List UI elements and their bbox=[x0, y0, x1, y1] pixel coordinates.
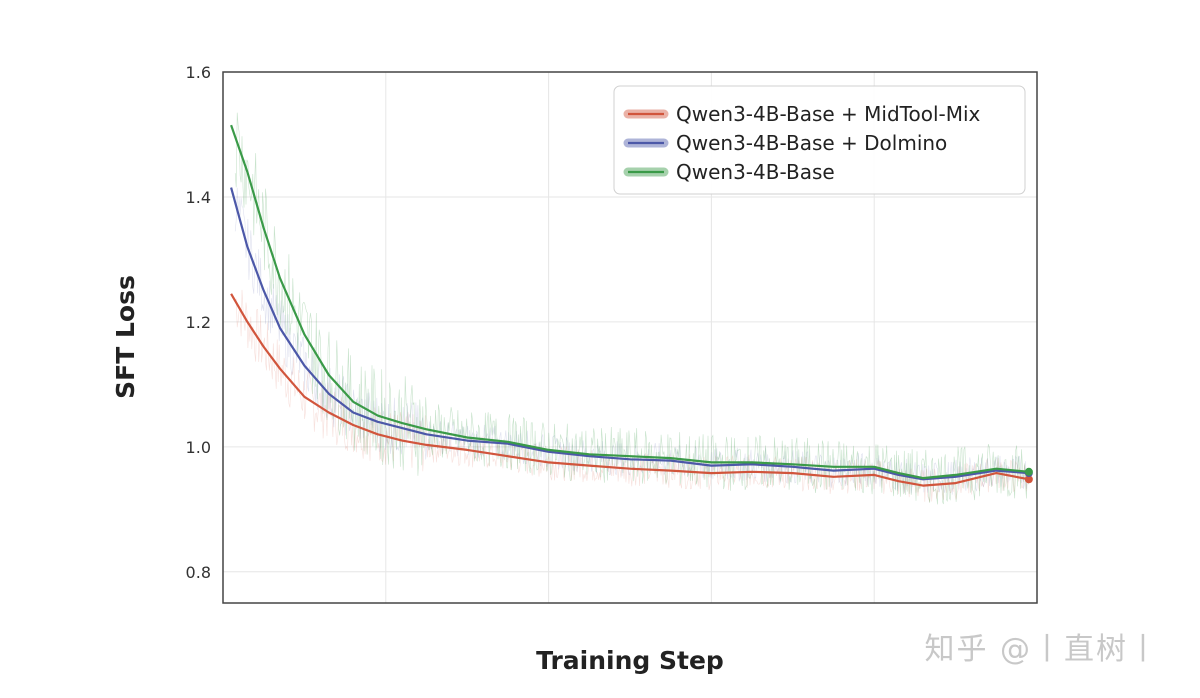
legend: Qwen3-4B-Base + MidTool-Mix Qwen3-4B-Base… bbox=[613, 85, 1026, 195]
legend-label: Qwen3-4B-Base + Dolmino bbox=[676, 131, 947, 155]
series-line bbox=[230, 293, 1030, 487]
y-tick-label: 1.6 bbox=[186, 63, 211, 82]
series-end-point bbox=[1024, 475, 1033, 484]
series-line bbox=[230, 187, 1029, 481]
y-axis-label: SFT Loss bbox=[111, 275, 140, 399]
legend-label: Qwen3-4B-Base + MidTool-Mix bbox=[676, 102, 981, 126]
x-axis-label: Training Step bbox=[536, 646, 724, 675]
series-end-point bbox=[1024, 467, 1033, 476]
y-tick-label: 0.8 bbox=[186, 563, 211, 582]
legend-box bbox=[613, 85, 1026, 195]
raw-trace bbox=[234, 112, 1029, 505]
y-tick-label: 1.0 bbox=[186, 438, 211, 457]
series-lines bbox=[230, 124, 1033, 487]
series-line bbox=[230, 124, 1030, 480]
plot-frame bbox=[222, 71, 1038, 604]
y-tick-label: 1.2 bbox=[186, 313, 211, 332]
y-tick-label: 1.4 bbox=[186, 188, 211, 207]
legend-label: Qwen3-4B-Base bbox=[676, 160, 835, 184]
watermark: 知乎 @丨直树丨 bbox=[924, 632, 1160, 667]
y-axis-ticks: 0.8 1.0 1.2 1.4 1.6 bbox=[186, 63, 211, 582]
